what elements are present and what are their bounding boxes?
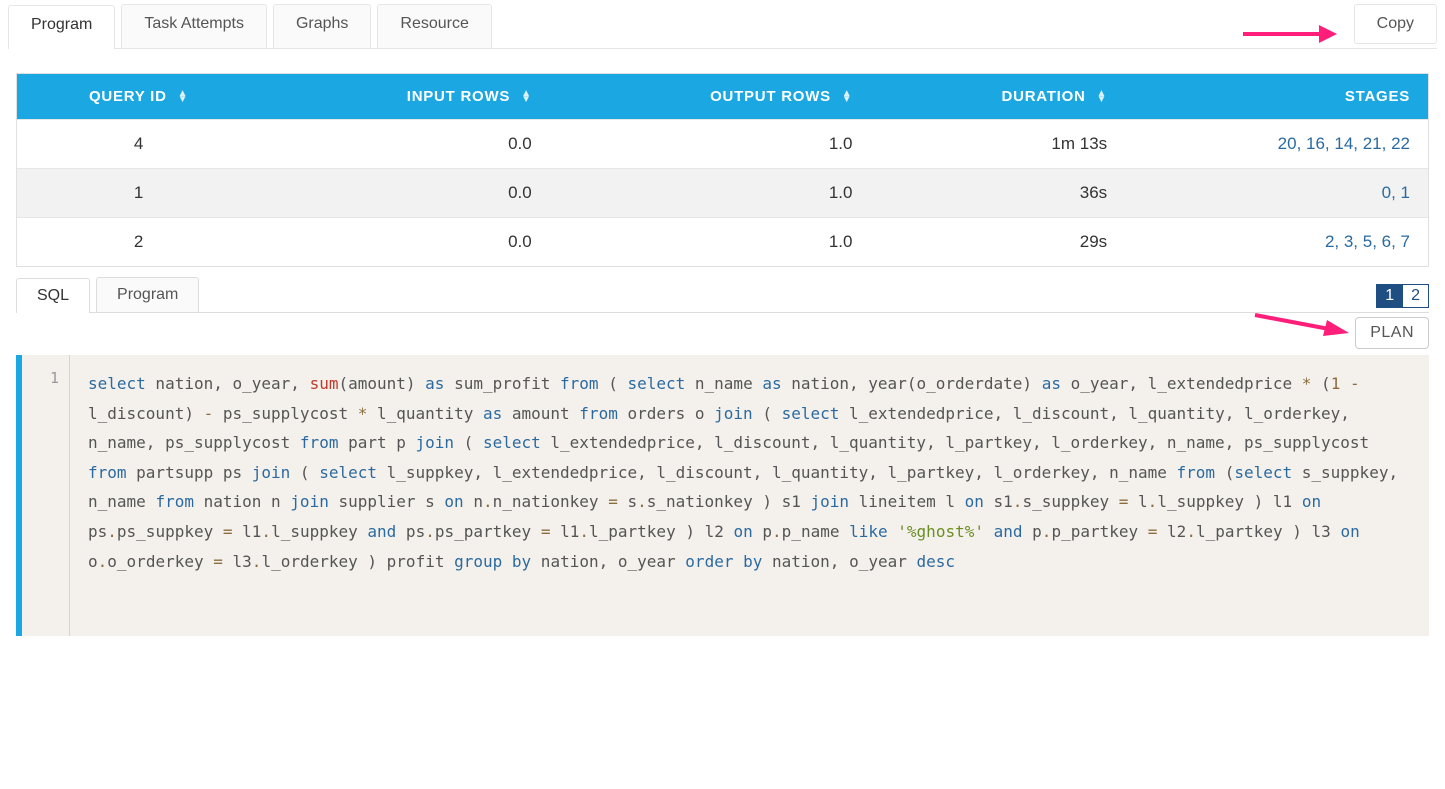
cell-output-rows: 1.0 [550,120,871,169]
cell-stages: 2, 3, 5, 6, 7 [1125,218,1428,267]
col-label: QUERY ID [89,88,167,105]
cell-input-rows: 0.0 [260,218,549,267]
table-row: 1 0.0 1.0 36s 0, 1 [17,169,1428,218]
tab-graphs[interactable]: Graphs [273,4,371,48]
page-2[interactable]: 2 [1403,284,1429,308]
line-gutter: 1 [22,355,70,636]
col-label: OUTPUT ROWS [710,88,831,105]
sort-icon: ▲▼ [178,91,189,103]
cell-query-id: 4 [17,120,260,169]
sort-desc-icon: ▲▼ [1097,91,1108,103]
col-output-rows[interactable]: OUTPUT ROWS ▲▼ [550,74,871,120]
sort-icon: ▲▼ [842,91,853,103]
col-input-rows[interactable]: INPUT ROWS ▲▼ [260,74,549,120]
top-tabs: Program Task Attempts Graphs Resource Co… [8,4,1437,49]
col-label: INPUT ROWS [407,88,510,105]
annotation-arrow-icon [1253,309,1349,337]
tab-program-secondary[interactable]: Program [96,277,199,312]
cell-stages: 20, 16, 14, 21, 22 [1125,120,1428,169]
cell-query-id: 2 [17,218,260,267]
copy-button[interactable]: Copy [1354,4,1437,44]
cell-input-rows: 0.0 [260,169,549,218]
col-query-id[interactable]: QUERY ID ▲▼ [17,74,260,120]
col-label: DURATION [1002,88,1086,105]
pager: 1 2 [1376,284,1429,308]
cell-duration: 29s [870,218,1125,267]
page-1[interactable]: 1 [1376,284,1403,308]
plan-row: PLAN [16,317,1429,355]
tab-resource[interactable]: Resource [377,4,491,48]
tab-program[interactable]: Program [8,5,115,49]
col-stages: STAGES [1125,74,1428,120]
stages-link[interactable]: 20, 16, 14, 21, 22 [1278,134,1410,153]
cell-output-rows: 1.0 [550,218,871,267]
cell-duration: 1m 13s [870,120,1125,169]
col-duration[interactable]: DURATION ▲▼ [870,74,1125,120]
sort-icon: ▲▼ [521,91,532,103]
query-table: QUERY ID ▲▼ INPUT ROWS ▲▼ OUTPUT ROWS ▲▼… [16,73,1429,267]
cell-stages: 0, 1 [1125,169,1428,218]
stages-link[interactable]: 0, 1 [1382,183,1410,202]
table-row: 4 0.0 1.0 1m 13s 20, 16, 14, 21, 22 [17,120,1428,169]
plan-button[interactable]: PLAN [1355,317,1429,349]
cell-input-rows: 0.0 [260,120,549,169]
sql-editor: 1 select nation, o_year, sum(amount) as … [16,355,1429,636]
cell-query-id: 1 [17,169,260,218]
stages-link[interactable]: 2, 3, 5, 6, 7 [1325,232,1410,251]
table-row: 2 0.0 1.0 29s 2, 3, 5, 6, 7 [17,218,1428,267]
sql-code[interactable]: select nation, o_year, sum(amount) as su… [70,355,1429,636]
col-label: STAGES [1345,88,1410,105]
secondary-tabs: SQL Program 1 2 [16,277,1429,313]
tab-task-attempts[interactable]: Task Attempts [121,4,267,48]
cell-output-rows: 1.0 [550,169,871,218]
cell-duration: 36s [870,169,1125,218]
tab-sql[interactable]: SQL [16,278,90,313]
